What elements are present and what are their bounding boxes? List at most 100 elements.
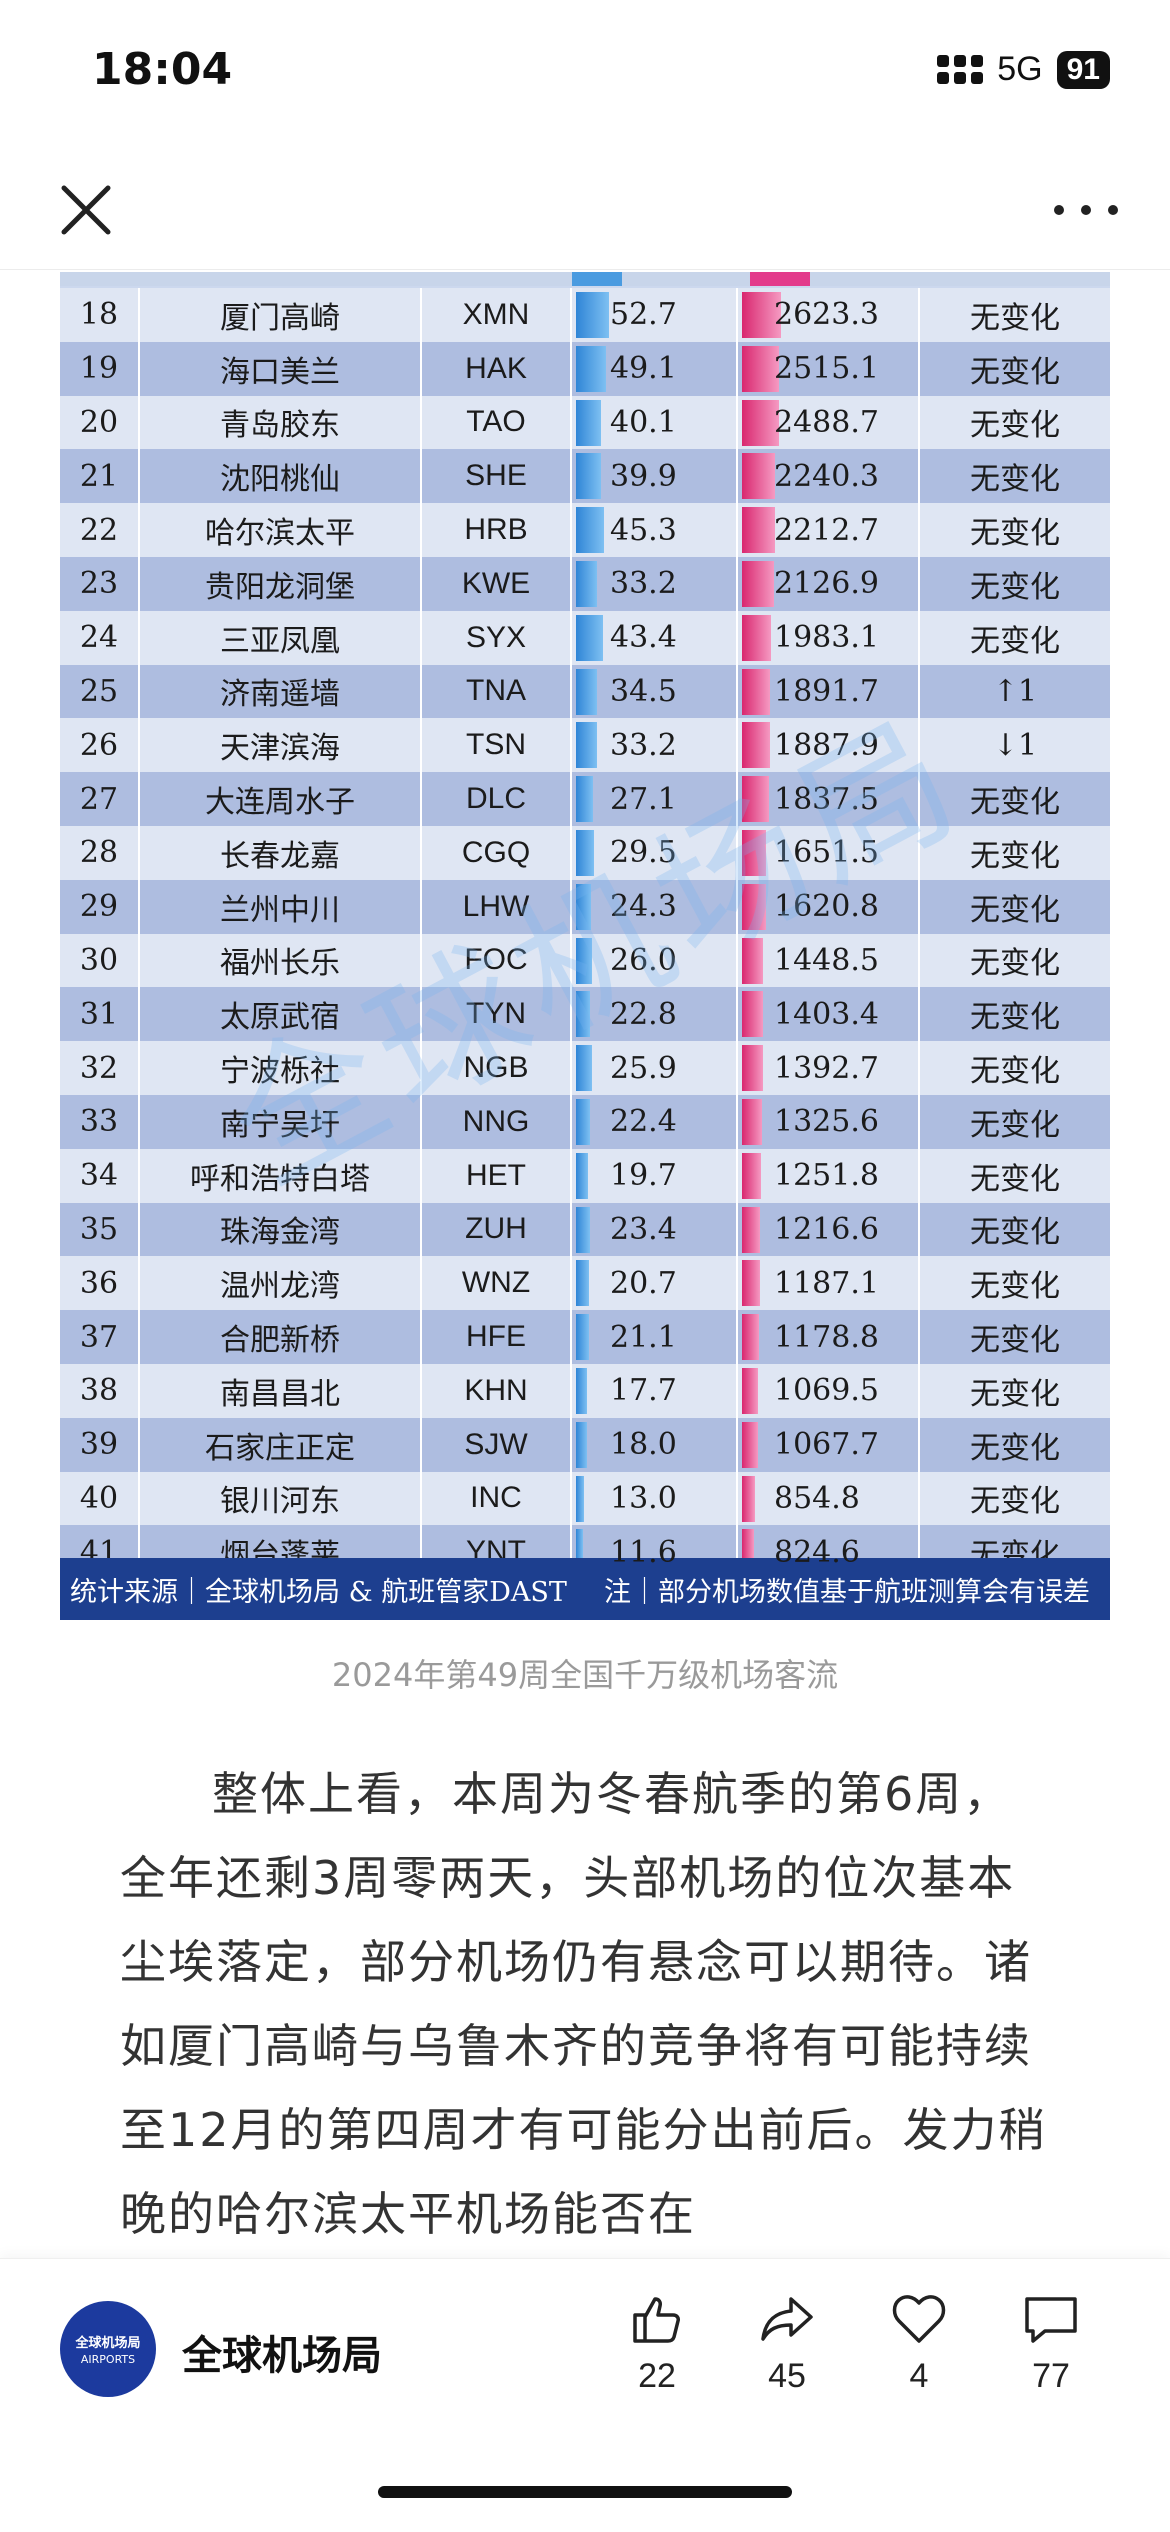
rank-cell: 22 bbox=[60, 503, 140, 557]
rank-cell: 37 bbox=[60, 1310, 140, 1364]
favorite-button[interactable]: 4 bbox=[874, 2289, 964, 2396]
passenger-total-text: 1887.9 bbox=[774, 727, 879, 763]
passenger-total-cell: 2623.3 bbox=[738, 288, 920, 342]
value-bar bbox=[576, 507, 604, 554]
passenger-total-cell: 824.6 bbox=[738, 1525, 920, 1580]
passenger-bar bbox=[742, 1152, 761, 1199]
weekly-value-text: 27.1 bbox=[610, 781, 677, 817]
weekly-value-cell: 26.0 bbox=[572, 933, 738, 988]
airport-code-cell: SJW bbox=[422, 1417, 572, 1472]
airport-name-cell: 三亚凤凰 bbox=[140, 610, 422, 665]
airport-name-cell-text: 呼和浩特白塔 bbox=[190, 1161, 370, 1197]
rank-cell: 34 bbox=[60, 1148, 140, 1203]
passenger-bar bbox=[742, 345, 780, 392]
comment-count: 77 bbox=[1032, 2357, 1070, 2395]
rank-change-cell: 无变化 bbox=[920, 503, 1110, 557]
passenger-bar bbox=[742, 722, 770, 769]
passenger-bar bbox=[742, 883, 766, 930]
passenger-bar bbox=[742, 399, 779, 446]
weekly-value-text: 21.1 bbox=[610, 1319, 677, 1355]
airport-code-cell: CGQ bbox=[422, 825, 572, 880]
bottom-action-bar: 全球机场局 AIRPORTS 全球机场局 22 45 4 77 bbox=[0, 2258, 1170, 2532]
passenger-total-cell: 2126.9 bbox=[738, 556, 920, 611]
passenger-total-text: 1983.1 bbox=[774, 620, 879, 656]
table-row: 37 合肥新桥 HFE 21.1 1178.8 无变化 bbox=[60, 1310, 1110, 1364]
rank-cell: 29 bbox=[60, 879, 140, 934]
airport-code-cell-text: WNZ bbox=[461, 1266, 531, 1300]
value-bar bbox=[576, 614, 603, 661]
rank-cell: 18 bbox=[60, 288, 140, 342]
rank-cell: 24 bbox=[60, 610, 140, 665]
rank-cell: 28 bbox=[60, 825, 140, 880]
passenger-total-cell: 1403.4 bbox=[738, 987, 920, 1042]
weekly-value-text: 33.2 bbox=[610, 727, 677, 763]
passenger-total-text: 2126.9 bbox=[774, 566, 879, 602]
rank-change-cell: 无变化 bbox=[920, 449, 1110, 503]
passenger-total-text: 2515.1 bbox=[774, 351, 879, 387]
weekly-value-cell: 45.3 bbox=[572, 503, 738, 557]
airport-name-cell-text: 长春龙嘉 bbox=[220, 838, 340, 874]
account-name[interactable]: 全球机场局 bbox=[182, 2333, 382, 2379]
value-bar bbox=[576, 560, 597, 607]
table-row: 25 济南遥墙 TNA 34.5 1891.7 ↑1 bbox=[60, 664, 1110, 719]
rank-cell: 31 bbox=[60, 987, 140, 1042]
table-row: 24 三亚凤凰 SYX 43.4 1983.1 无变化 bbox=[60, 610, 1110, 665]
airport-code-cell-text: TYN bbox=[466, 997, 526, 1031]
airport-name-cell: 福州长乐 bbox=[140, 933, 422, 988]
rank-change-cell-text: 无变化 bbox=[970, 300, 1060, 336]
airport-code-cell-text: SHE bbox=[465, 459, 527, 493]
rank-cell: 35 bbox=[60, 1202, 140, 1257]
avatar[interactable]: 全球机场局 AIRPORTS bbox=[60, 2301, 156, 2397]
close-button[interactable] bbox=[56, 180, 116, 240]
rank-cell-text: 26 bbox=[79, 727, 119, 763]
airport-name-cell: 合肥新桥 bbox=[140, 1310, 422, 1364]
table-row: 33 南宁吴圩 NNG 22.4 1325.6 无变化 bbox=[60, 1094, 1110, 1149]
airport-name-cell: 石家庄正定 bbox=[140, 1417, 422, 1472]
weekly-value-text: 40.1 bbox=[610, 404, 677, 440]
rank-change-cell-text: 无变化 bbox=[970, 892, 1060, 928]
home-indicator[interactable] bbox=[378, 2486, 792, 2498]
rank-cell-text: 31 bbox=[79, 996, 119, 1032]
more-options-button[interactable] bbox=[1054, 190, 1118, 230]
value-bar bbox=[576, 1260, 589, 1307]
weekly-value-text: 49.1 bbox=[610, 351, 677, 387]
rank-change-cell-text: 无变化 bbox=[970, 838, 1060, 874]
passenger-total-cell: 1651.5 bbox=[738, 825, 920, 880]
airport-name-cell-text: 石家庄正定 bbox=[205, 1430, 355, 1466]
value-bar bbox=[576, 345, 607, 392]
rank-cell-text: 36 bbox=[79, 1265, 119, 1301]
table-row: 23 贵阳龙洞堡 KWE 33.2 2126.9 无变化 bbox=[60, 556, 1110, 611]
airport-name-cell: 厦门高崎 bbox=[140, 288, 422, 342]
rank-change-cell: 无变化 bbox=[920, 1310, 1110, 1364]
share-icon bbox=[761, 2297, 813, 2341]
share-button[interactable]: 45 bbox=[742, 2289, 832, 2396]
airport-code-cell-text: TSN bbox=[466, 728, 526, 762]
value-bar bbox=[576, 776, 593, 823]
rank-change-cell-text: ↓1 bbox=[992, 727, 1038, 763]
passenger-total-text: 1067.7 bbox=[774, 1427, 879, 1463]
passenger-bar bbox=[742, 1098, 762, 1145]
passenger-total-cell: 2240.3 bbox=[738, 449, 920, 504]
weekly-value-cell: 25.9 bbox=[572, 1041, 738, 1095]
passenger-bar bbox=[742, 1475, 755, 1522]
passenger-total-text: 1216.6 bbox=[774, 1211, 879, 1247]
table-row: 34 呼和浩特白塔 HET 19.7 1251.8 无变化 bbox=[60, 1148, 1110, 1203]
airport-name-cell: 南昌昌北 bbox=[140, 1363, 422, 1418]
airport-ranking-table-image[interactable]: 18 厦门高崎 XMN 52.7 2623.3 无变化 19 海口美兰 HAK 49.1 2515.… bbox=[60, 272, 1110, 1620]
rank-change-cell: 无变化 bbox=[920, 987, 1110, 1041]
passenger-bar bbox=[742, 292, 781, 338]
airport-code-cell: HFE bbox=[422, 1310, 572, 1364]
weekly-value-cell: 24.3 bbox=[572, 879, 738, 934]
rank-cell-text: 35 bbox=[79, 1211, 119, 1247]
comment-button[interactable]: 77 bbox=[1006, 2289, 1096, 2396]
airport-code-cell-text: HRB bbox=[464, 513, 528, 547]
airport-name-cell-text: 贵阳龙洞堡 bbox=[205, 569, 355, 605]
weekly-value-cell: 20.7 bbox=[572, 1256, 738, 1311]
like-button[interactable]: 22 bbox=[612, 2289, 702, 2396]
table-row: 40 银川河东 INC 13.0 854.8 无变化 bbox=[60, 1471, 1110, 1526]
table-row: 29 兰州中川 LHW 24.3 1620.8 无变化 bbox=[60, 879, 1110, 934]
rank-cell: 23 bbox=[60, 556, 140, 611]
passenger-bar bbox=[742, 1260, 760, 1307]
table-row: 38 南昌昌北 KHN 17.7 1069.5 无变化 bbox=[60, 1363, 1110, 1418]
airport-name-cell-text: 海口美兰 bbox=[220, 354, 340, 390]
